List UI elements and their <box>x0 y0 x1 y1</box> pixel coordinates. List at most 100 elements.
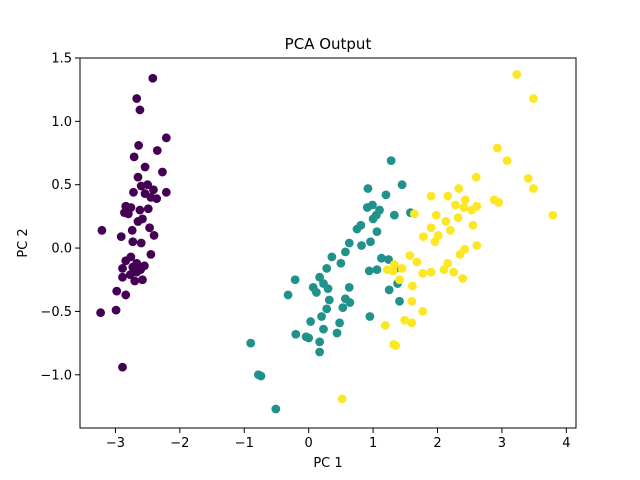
scatter-point-s2-37 <box>439 265 449 275</box>
scatter-point-s0-44 <box>138 275 147 285</box>
scatter-point-s2-46 <box>418 307 428 316</box>
scatter-point-s2-48 <box>407 318 417 328</box>
scatter-point-s2-8 <box>426 191 436 201</box>
scatter-point-s1-16 <box>357 241 366 250</box>
scatter-point-s2-13 <box>451 200 460 210</box>
scatter-point-s0-46 <box>112 286 122 296</box>
scatter-point-s0-4 <box>134 141 144 150</box>
scatter-point-s0-7 <box>140 162 150 172</box>
scatter-point-s1-44 <box>335 318 344 328</box>
scatter-point-s1-39 <box>395 296 404 306</box>
scatter-point-s0-23 <box>123 209 133 219</box>
scatter-point-s0-8 <box>158 167 167 177</box>
scatter-point-s2-16 <box>467 205 477 215</box>
scatter-point-s1-18 <box>340 247 350 257</box>
scatter-point-s1-43 <box>365 312 375 321</box>
plot-frame <box>79 57 577 429</box>
scatter-point-s1-17 <box>377 253 386 263</box>
scatter-point-s2-31 <box>455 250 465 259</box>
scatter-point-s2-39 <box>426 267 436 277</box>
scatter-point-s1-4 <box>381 190 391 200</box>
scatter-point-s1-29 <box>384 285 394 295</box>
scatter-point-s1-47 <box>332 328 342 338</box>
scatter-point-s0-11 <box>136 181 146 191</box>
scatter-point-s1-20 <box>384 255 393 264</box>
scatter-point-s2-44 <box>407 281 417 291</box>
scatter-point-s1-11 <box>368 214 378 224</box>
scatter-point-s2-3 <box>502 156 512 166</box>
scatter-point-s2-17 <box>409 209 419 219</box>
scatter-point-s2-49 <box>380 320 390 330</box>
scatter-point-s0-35 <box>121 256 131 266</box>
scatter-point-s1-14 <box>344 238 354 248</box>
scatter-point-s1-51 <box>315 337 325 347</box>
scatter-point-s0-47 <box>121 290 131 300</box>
scatter-point-s2-43 <box>395 275 404 285</box>
scatter-point-s1-19 <box>327 252 337 262</box>
scatter-point-s1-0 <box>386 156 396 166</box>
scatter-point-s2-26 <box>418 232 428 242</box>
scatter-point-s2-47 <box>400 315 410 325</box>
scatter-point-s0-6 <box>129 152 139 162</box>
scatter-point-s2-45 <box>407 296 417 306</box>
y-axis-label: PC 2 <box>16 228 31 257</box>
scatter-point-s0-31 <box>128 237 138 247</box>
scatter-point-s2-18 <box>431 210 441 220</box>
x-tick-label: 4 <box>562 436 570 451</box>
scatter-point-s2-4 <box>523 173 533 183</box>
scatter-point-s0-28 <box>97 225 107 235</box>
x-tick-label: 1 <box>369 436 377 451</box>
scatter-point-s1-32 <box>319 279 328 288</box>
y-tick-label: 1.5 <box>51 52 72 67</box>
scatter-point-s2-0 <box>512 70 522 79</box>
scatter-point-s2-41 <box>418 269 428 278</box>
scatter-point-s2-6 <box>454 184 464 193</box>
scatter-point-s2-1 <box>529 94 538 103</box>
scatter-point-s1-36 <box>324 295 334 305</box>
scatter-point-s1-13 <box>372 227 382 237</box>
scatter-point-s1-52 <box>315 347 325 357</box>
scatter-point-s2-35 <box>397 263 407 273</box>
scatter-point-s1-46 <box>319 324 328 334</box>
scatter-point-s1-22 <box>364 266 374 276</box>
scatter-point-s1-26 <box>315 272 325 282</box>
scatter-point-s2-42 <box>458 274 468 283</box>
scatter-point-s2-51 <box>391 341 401 351</box>
scatter-point-s2-14 <box>459 203 469 212</box>
points-layer <box>96 70 558 414</box>
scatter-point-s1-42 <box>317 312 326 321</box>
scatter-point-s1-3 <box>397 180 407 190</box>
scatter-point-s2-23 <box>426 223 436 233</box>
scatter-point-s0-48 <box>111 305 121 315</box>
scatter-point-s2-28 <box>472 241 482 250</box>
y-tick-label: 1.0 <box>51 115 72 130</box>
scatter-point-s0-2 <box>135 105 145 115</box>
scatter-point-s2-32 <box>412 257 422 267</box>
scatter-point-s0-21 <box>135 205 145 215</box>
y-tick-label: −0.5 <box>40 305 72 320</box>
y-tick-label: 0.0 <box>51 242 72 257</box>
scatter-point-s2-19 <box>548 210 558 220</box>
scatter-point-s1-15 <box>366 237 375 247</box>
scatter-point-s2-22 <box>468 220 478 230</box>
scatter-point-s1-34 <box>312 288 321 297</box>
scatter-point-s2-24 <box>445 225 455 235</box>
scatter-point-s0-3 <box>161 133 171 143</box>
scatter-point-s0-33 <box>146 250 156 259</box>
scatter-point-s2-12 <box>494 198 504 207</box>
scatter-point-s0-45 <box>130 276 140 286</box>
chart-title: PCA Output <box>285 35 372 53</box>
scatter-point-s2-30 <box>405 251 415 261</box>
scatter-point-s0-0 <box>148 73 158 83</box>
scatter-point-s0-42 <box>125 270 135 280</box>
scatter-point-s1-33 <box>344 282 354 292</box>
scatter-point-s1-25 <box>322 263 332 273</box>
scatter-point-s1-48 <box>291 329 301 339</box>
scatter-point-s0-12 <box>149 185 158 195</box>
x-tick-label: −2 <box>170 436 189 451</box>
x-tick-label: 0 <box>305 436 313 451</box>
scatter-point-s0-17 <box>152 194 162 204</box>
ticks-layer: −3 −2 −1 0 1 2 3 4 −1.0 −0.5 0.0 0.5 1.0 1.5 <box>40 52 570 452</box>
scatter-point-s1-7 <box>375 205 384 215</box>
